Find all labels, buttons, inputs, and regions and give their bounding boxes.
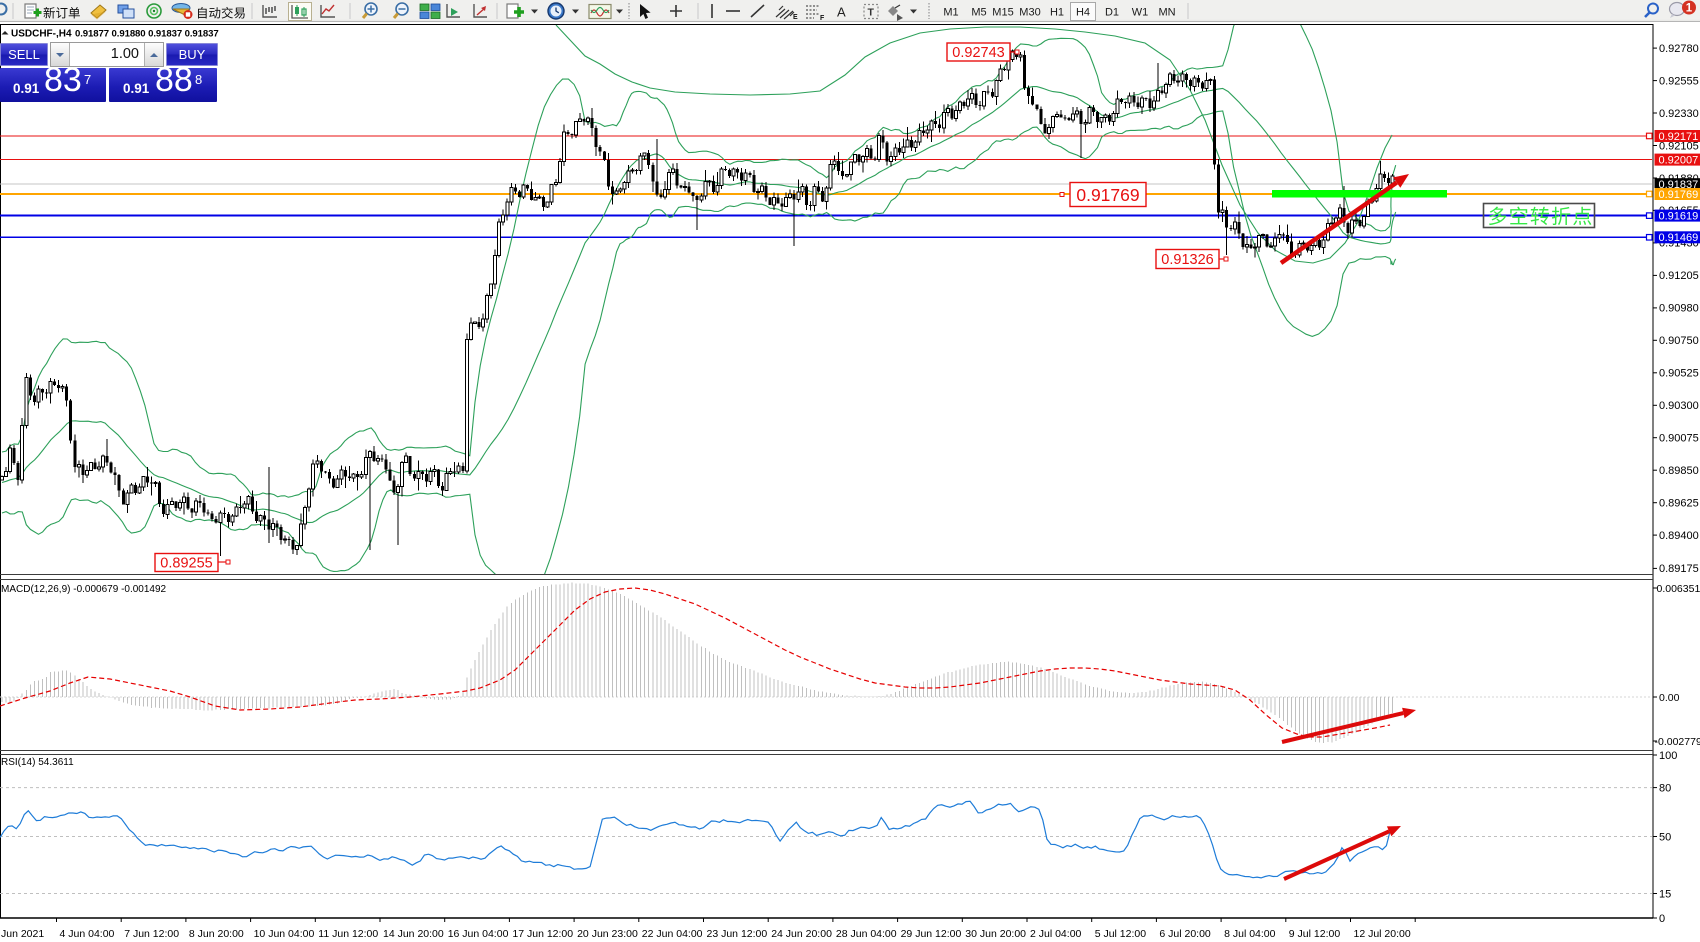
svg-text:0.00: 0.00 — [1659, 692, 1680, 704]
svg-text:0.89255: 0.89255 — [160, 556, 212, 572]
svg-text:W1: W1 — [1132, 7, 1149, 19]
svg-text:8 Jun 20:00: 8 Jun 20:00 — [189, 928, 244, 940]
svg-text:0.90750: 0.90750 — [1659, 335, 1699, 347]
svg-text:0.91769: 0.91769 — [1076, 185, 1139, 205]
svg-text:50: 50 — [1659, 831, 1671, 843]
svg-text:15: 15 — [1659, 888, 1671, 900]
svg-text:0.89625: 0.89625 — [1659, 498, 1699, 510]
svg-text:100: 100 — [1659, 750, 1677, 762]
svg-text:7 Jun 12:00: 7 Jun 12:00 — [124, 928, 179, 940]
svg-text:0.92743: 0.92743 — [952, 45, 1004, 61]
svg-text:30 Jun 20:00: 30 Jun 20:00 — [965, 928, 1026, 940]
svg-text:0.91619: 0.91619 — [1659, 211, 1699, 223]
svg-text:0.92555: 0.92555 — [1659, 75, 1699, 87]
svg-text:9 Jul 12:00: 9 Jul 12:00 — [1289, 928, 1341, 940]
svg-text:D1: D1 — [1105, 7, 1119, 19]
svg-text:0.92007: 0.92007 — [1659, 155, 1699, 167]
svg-text:0.006351: 0.006351 — [1657, 583, 1700, 595]
svg-text:0.92330: 0.92330 — [1659, 108, 1699, 120]
svg-text:H4: H4 — [1076, 7, 1090, 19]
svg-text:28 Jun 04:00: 28 Jun 04:00 — [836, 928, 897, 940]
svg-text:0.90075: 0.90075 — [1659, 433, 1699, 445]
svg-text:MACD(12,26,9) -0.000679 -0.001: MACD(12,26,9) -0.000679 -0.001492 — [1, 584, 167, 595]
svg-text:A: A — [837, 5, 846, 20]
svg-text:M15: M15 — [992, 7, 1013, 19]
svg-text:0.90980: 0.90980 — [1659, 303, 1699, 315]
svg-text:-0.002779: -0.002779 — [1655, 736, 1700, 748]
svg-text:F: F — [820, 15, 825, 22]
svg-text:0.89850: 0.89850 — [1659, 465, 1699, 477]
svg-text:MN: MN — [1158, 7, 1175, 19]
svg-text:M5: M5 — [971, 7, 986, 19]
svg-text:0.90300: 0.90300 — [1659, 400, 1699, 412]
svg-text:4 Jun 04:00: 4 Jun 04:00 — [60, 928, 115, 940]
svg-text:0.89175: 0.89175 — [1659, 563, 1699, 575]
svg-text:12 Jul 20:00: 12 Jul 20:00 — [1354, 928, 1411, 940]
svg-text:H1: H1 — [1050, 7, 1064, 19]
svg-text:E: E — [793, 14, 798, 21]
svg-text:16 Jun 04:00: 16 Jun 04:00 — [448, 928, 509, 940]
svg-text:0.91205: 0.91205 — [1659, 270, 1699, 282]
svg-text:8 Jul 04:00: 8 Jul 04:00 — [1224, 928, 1276, 940]
svg-text:29 Jun 12:00: 29 Jun 12:00 — [901, 928, 962, 940]
svg-text:5 Jul 12:00: 5 Jul 12:00 — [1095, 928, 1147, 940]
svg-text:11 Jun 12:00: 11 Jun 12:00 — [318, 928, 378, 940]
svg-text:M30: M30 — [1019, 7, 1040, 19]
svg-text:10 Jun 04:00: 10 Jun 04:00 — [254, 928, 315, 940]
svg-text:Jun 2021: Jun 2021 — [1, 928, 44, 940]
svg-text:14 Jun 20:00: 14 Jun 20:00 — [383, 928, 444, 940]
svg-text:0.92780: 0.92780 — [1659, 43, 1699, 55]
svg-text:80: 80 — [1659, 782, 1671, 794]
svg-text:24 Jun 20:00: 24 Jun 20:00 — [771, 928, 832, 940]
svg-text:0.92171: 0.92171 — [1659, 131, 1699, 143]
svg-text:0.91469: 0.91469 — [1659, 232, 1699, 244]
svg-text:0.91326: 0.91326 — [1161, 252, 1213, 268]
svg-text:T: T — [868, 7, 875, 19]
svg-text:0.89400: 0.89400 — [1659, 530, 1699, 542]
svg-text:20 Jun 23:00: 20 Jun 23:00 — [577, 928, 638, 940]
svg-text:22 Jun 04:00: 22 Jun 04:00 — [642, 928, 703, 940]
svg-text:1: 1 — [1686, 3, 1693, 15]
svg-text:6 Jul 20:00: 6 Jul 20:00 — [1159, 928, 1211, 940]
svg-text:0.92105: 0.92105 — [1659, 140, 1699, 152]
svg-text:23 Jun 12:00: 23 Jun 12:00 — [707, 928, 768, 940]
svg-text:RSI(14) 54.3611: RSI(14) 54.3611 — [1, 757, 74, 768]
svg-text:0.91877 0.91880 0.91837 0.9183: 0.91877 0.91880 0.91837 0.91837 — [75, 29, 219, 40]
svg-text:0.91769: 0.91769 — [1659, 189, 1699, 201]
svg-text:17 Jun 12:00: 17 Jun 12:00 — [512, 928, 573, 940]
svg-text:0: 0 — [1659, 913, 1665, 925]
svg-text:M1: M1 — [943, 7, 958, 19]
svg-text:2 Jul 04:00: 2 Jul 04:00 — [1030, 928, 1082, 940]
svg-text:USDCHF-,H4: USDCHF-,H4 — [11, 29, 72, 40]
svg-text:0.90525: 0.90525 — [1659, 368, 1699, 380]
